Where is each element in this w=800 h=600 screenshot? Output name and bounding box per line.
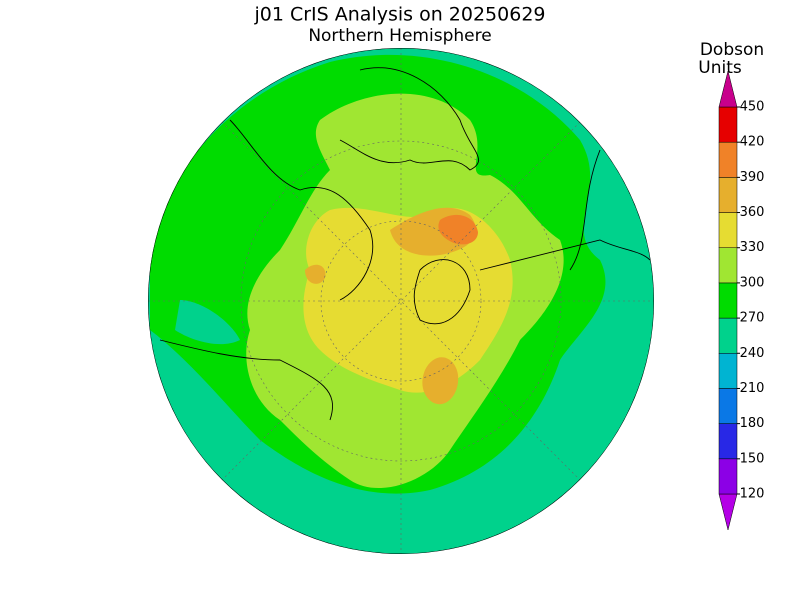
- tick-label: 270: [740, 311, 765, 326]
- unit-label: Dobson: [700, 40, 764, 60]
- unit-label: Units: [698, 58, 742, 78]
- color-band: [718, 388, 738, 424]
- tick-label: 420: [740, 135, 765, 150]
- tick-label: 180: [740, 416, 765, 431]
- tick-label: 450: [740, 100, 765, 115]
- color-band: [718, 106, 738, 143]
- subtitle: Northern Hemisphere: [308, 26, 491, 46]
- ozone-map: [148, 48, 654, 554]
- tick-label: 210: [740, 381, 765, 396]
- color-band: [718, 212, 738, 248]
- title: j01 CrIS Analysis on 20250629: [253, 4, 545, 26]
- color-band: [718, 458, 738, 495]
- graticule: [320, 220, 482, 382]
- map-region: [438, 214, 478, 245]
- tick-label: 150: [740, 451, 765, 466]
- map-region: [305, 264, 326, 284]
- color-band: [718, 282, 738, 319]
- colorbar: Dobson Units 120 150 180 210 240 270 300 330 360…: [698, 40, 765, 531]
- color-band: [718, 177, 738, 213]
- map-region: [303, 207, 513, 393]
- color-band: [718, 247, 738, 284]
- tick-label: 360: [740, 205, 765, 220]
- map-region: [422, 357, 459, 405]
- color-band: [718, 70, 738, 108]
- color-band: [718, 141, 738, 178]
- color-band: [718, 353, 738, 389]
- tick-label: 300: [740, 275, 765, 290]
- tick-label: 240: [740, 346, 765, 361]
- color-band: [718, 493, 738, 531]
- tick-label: 330: [740, 240, 765, 255]
- tick-label: 390: [740, 170, 765, 185]
- color-band: [718, 423, 738, 460]
- color-band: [718, 317, 738, 354]
- map-region: [175, 300, 240, 345]
- coastline: [159, 67, 651, 421]
- graticule: [240, 140, 562, 462]
- tick-label: 120: [740, 487, 765, 502]
